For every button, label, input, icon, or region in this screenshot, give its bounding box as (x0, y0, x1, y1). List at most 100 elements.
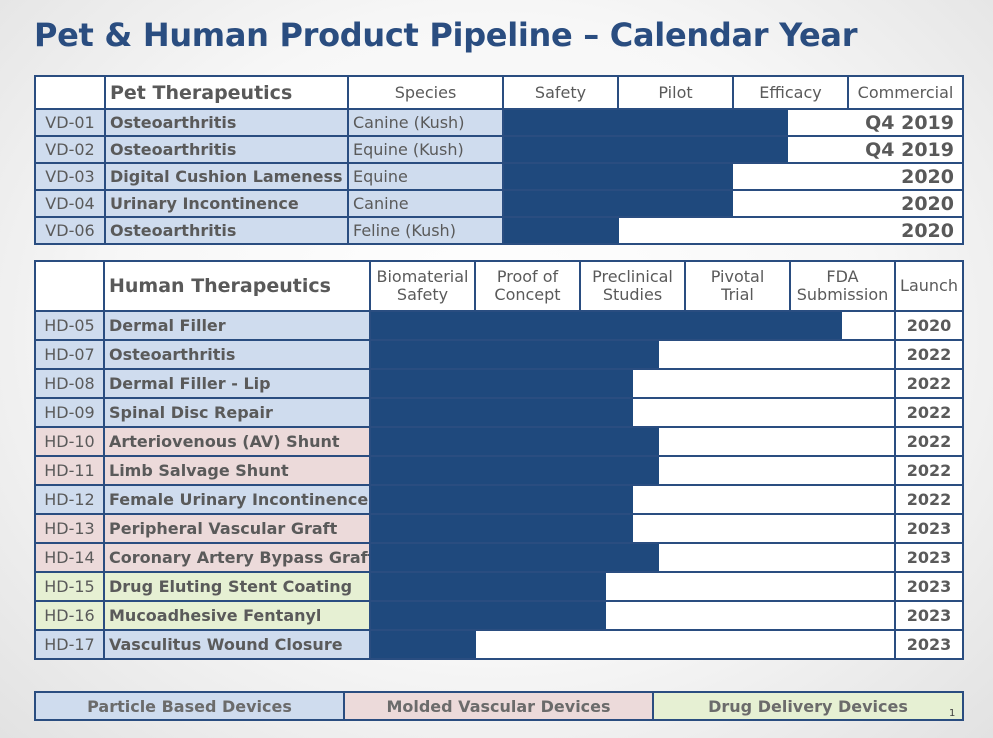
product-name: Osteoarthritis (104, 216, 349, 245)
category-legend: Particle Based Devices Molded Vascular D… (34, 691, 964, 721)
human-stage-biomaterial-safety: Biomaterial Safety (369, 260, 476, 312)
product-name: Peripheral Vascular Graft (103, 513, 371, 544)
pet-stage-pilot: Pilot (617, 75, 734, 110)
launch-year: 2022 (894, 339, 964, 370)
launch-year: 2022 (894, 484, 964, 515)
pipeline-timeline (369, 339, 896, 370)
launch-year: 2022 (894, 426, 964, 457)
launch-year: 2022 (894, 397, 964, 428)
pet-stage-safety: Safety (502, 75, 619, 110)
product-code: HD-05 (34, 310, 105, 341)
human-row: HD-15 Drug Eluting Stent Coating 2023 (34, 571, 964, 602)
product-code: HD-12 (34, 484, 105, 515)
product-name: Urinary Incontinence (104, 189, 349, 218)
legend-molded-vascular: Molded Vascular Devices (343, 691, 654, 721)
pet-row: VD-04 Urinary Incontinence Canine 2020 (34, 189, 964, 218)
progress-bar (372, 342, 659, 367)
launch-year: 2022 (894, 368, 964, 399)
product-name: Osteoarthritis (103, 339, 371, 370)
progress-bar (372, 632, 476, 657)
pipeline-timeline: 2020 (502, 189, 964, 218)
launch-year: 2023 (894, 571, 964, 602)
pipeline-timeline: Q4 2019 (502, 135, 964, 164)
product-name: Arteriovenous (AV) Shunt (103, 426, 371, 457)
human-row: HD-16 Mucoadhesive Fentanyl 2023 (34, 600, 964, 631)
product-code: VD-06 (34, 216, 106, 245)
product-name: Digital Cushion Lameness (104, 162, 349, 191)
human-section-heading: Human Therapeutics (103, 260, 371, 312)
progress-bar (372, 400, 633, 425)
pet-code-header (34, 75, 106, 110)
pipeline-timeline (369, 426, 896, 457)
product-code: HD-09 (34, 397, 105, 428)
commercial-date: 2020 (901, 165, 954, 188)
commercial-date: 2020 (901, 219, 954, 242)
product-name: Spinal Disc Repair (103, 397, 371, 428)
progress-bar (505, 165, 733, 188)
progress-bar (372, 487, 633, 512)
progress-bar (372, 313, 842, 338)
launch-year: 2023 (894, 513, 964, 544)
human-stage-preclinical-studies: Preclinical Studies (579, 260, 686, 312)
human-row: HD-08 Dermal Filler - Lip 2022 (34, 368, 964, 399)
pet-pipeline-table: Pet Therapeutics Species Safety Pilot Ef… (34, 75, 964, 245)
product-code: HD-08 (34, 368, 105, 399)
product-code: VD-04 (34, 189, 106, 218)
progress-bar (372, 371, 633, 396)
progress-bar (372, 458, 659, 483)
human-row: HD-14 Coronary Artery Bypass Graft 2023 (34, 542, 964, 573)
progress-bar (372, 429, 659, 454)
legend-particle-based: Particle Based Devices (34, 691, 345, 721)
product-code: VD-01 (34, 108, 106, 137)
pipeline-timeline (369, 629, 896, 660)
legend-drug-delivery: Drug Delivery Devices (652, 691, 964, 721)
product-code: HD-16 (34, 600, 105, 631)
human-stage-pivotal-trial: Pivotal Trial (684, 260, 791, 312)
pet-section-heading: Pet Therapeutics (104, 75, 349, 110)
product-code: HD-15 (34, 571, 105, 602)
product-name: Coronary Artery Bypass Graft (103, 542, 371, 573)
launch-year: 2020 (894, 310, 964, 341)
pipeline-timeline (369, 368, 896, 399)
progress-bar (505, 111, 788, 134)
species: Equine (Kush) (347, 135, 504, 164)
pet-header-row: Pet Therapeutics Species Safety Pilot Ef… (34, 75, 964, 110)
product-name: Limb Salvage Shunt (103, 455, 371, 486)
commercial-date: Q4 2019 (865, 111, 954, 134)
pipeline-timeline: Q4 2019 (502, 108, 964, 137)
product-name: Osteoarthritis (104, 135, 349, 164)
progress-bar (372, 516, 633, 541)
product-code: VD-02 (34, 135, 106, 164)
pet-row: VD-02 Osteoarthritis Equine (Kush) Q4 2019 (34, 135, 964, 164)
product-name: Drug Eluting Stent Coating (103, 571, 371, 602)
product-code: HD-10 (34, 426, 105, 457)
progress-bar (505, 138, 788, 161)
product-code: HD-11 (34, 455, 105, 486)
human-row: HD-17 Vasculitus Wound Closure 2023 (34, 629, 964, 660)
product-code: HD-17 (34, 629, 105, 660)
human-row: HD-09 Spinal Disc Repair 2022 (34, 397, 964, 428)
product-name: Dermal Filler - Lip (103, 368, 371, 399)
species: Feline (Kush) (347, 216, 504, 245)
human-row: HD-10 Arteriovenous (AV) Shunt 2022 (34, 426, 964, 457)
human-row: HD-07 Osteoarthritis 2022 (34, 339, 964, 370)
human-row: HD-12 Female Urinary Incontinence 2022 (34, 484, 964, 515)
launch-year: 2023 (894, 629, 964, 660)
species: Canine (347, 189, 504, 218)
pipeline-timeline (369, 600, 896, 631)
product-code: HD-13 (34, 513, 105, 544)
commercial-date: 2020 (901, 192, 954, 215)
product-code: HD-07 (34, 339, 105, 370)
product-name: Female Urinary Incontinence (103, 484, 371, 515)
human-row: HD-13 Peripheral Vascular Graft 2023 (34, 513, 964, 544)
pipeline-timeline (369, 513, 896, 544)
human-stage-launch: Launch (894, 260, 964, 312)
human-pipeline-table: Human Therapeutics Biomaterial Safety Pro… (34, 260, 964, 660)
human-row: HD-05 Dermal Filler 2020 (34, 310, 964, 341)
product-code: HD-14 (34, 542, 105, 573)
pipeline-timeline (369, 571, 896, 602)
pipeline-timeline (369, 484, 896, 515)
pet-row: VD-03 Digital Cushion Lameness Equine 2020 (34, 162, 964, 191)
product-code: VD-03 (34, 162, 106, 191)
pet-stage-efficacy: Efficacy (732, 75, 849, 110)
